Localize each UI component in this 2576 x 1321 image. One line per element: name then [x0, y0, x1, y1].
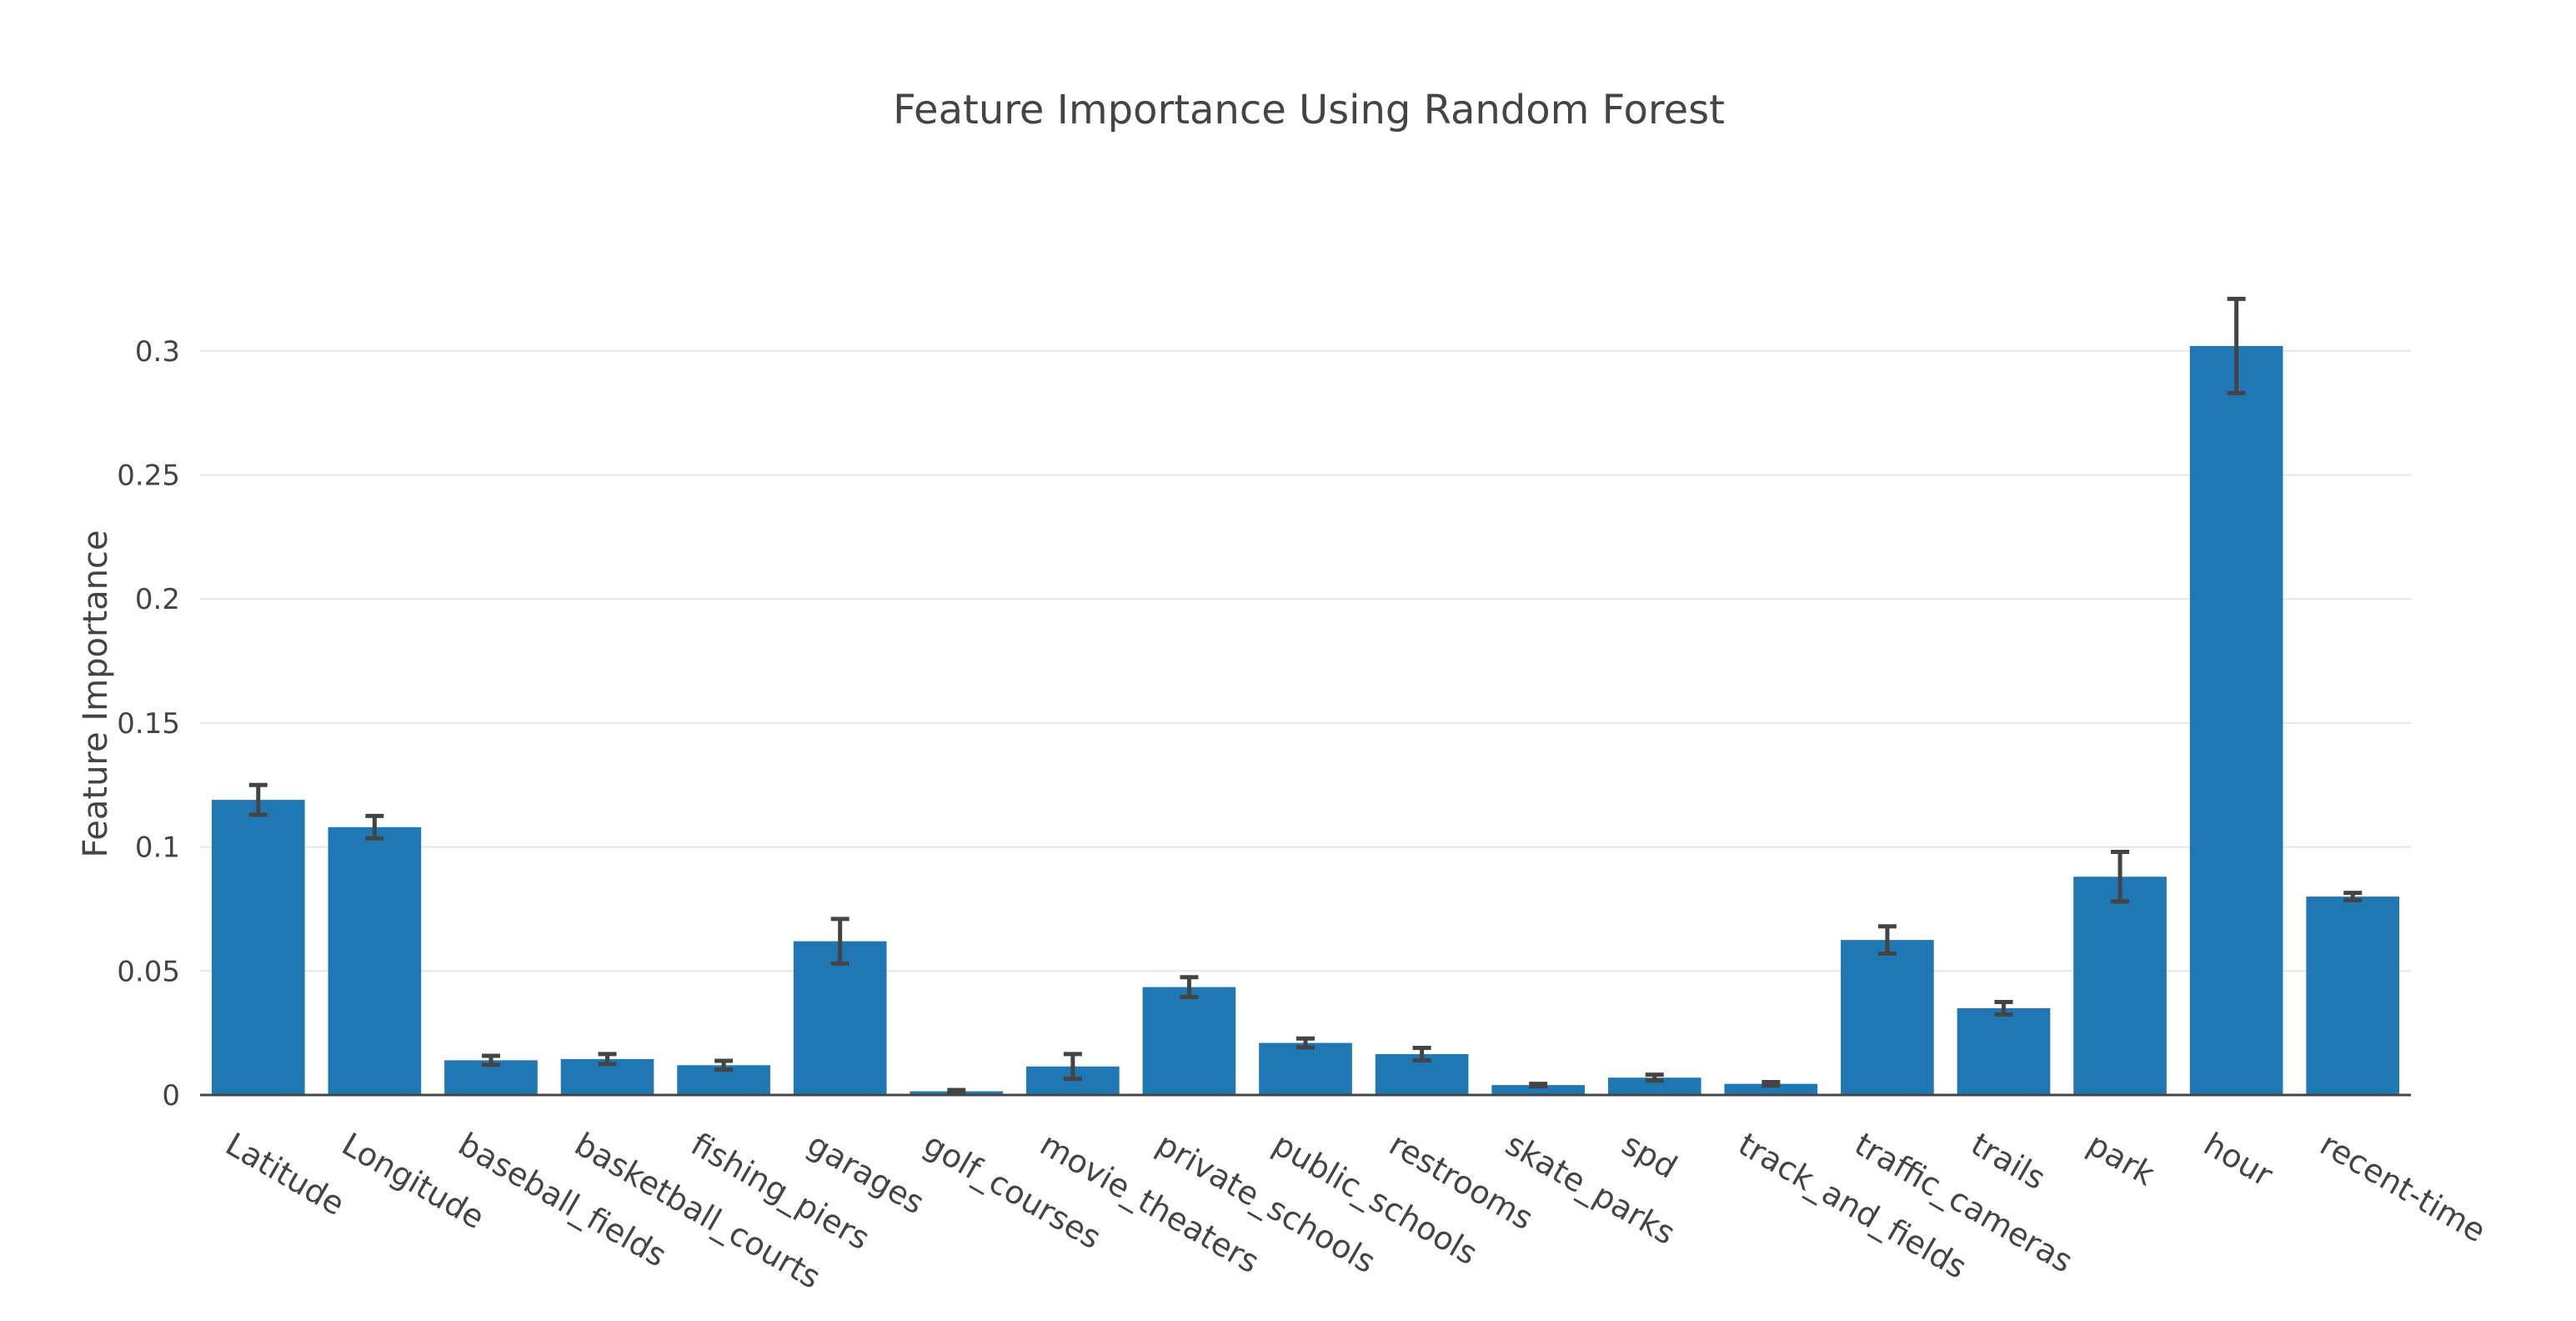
error-bar-basketball_courts — [598, 1052, 617, 1067]
bar-garages — [793, 941, 887, 1095]
x-tick-label: park — [2082, 1126, 2162, 1193]
bar-track_and_fields — [1724, 1083, 1818, 1095]
bar-traffic_cameras — [1841, 940, 1934, 1095]
y-tick-label: 0.2 — [135, 583, 180, 616]
error-bar-track_and_fields — [1762, 1080, 1781, 1088]
x-tick-label: trails — [1965, 1126, 2052, 1197]
bar-private_schools — [1142, 987, 1236, 1095]
error-bar-golf_courses — [947, 1087, 966, 1095]
x-tick-label: hour — [2198, 1126, 2279, 1194]
bar-spd — [1607, 1077, 1701, 1095]
error-bar-trails — [1994, 999, 2013, 1017]
error-bar-traffic_cameras — [1877, 924, 1897, 956]
x-tick-label: baseball_fields — [452, 1126, 672, 1274]
y-tick-label: 0.3 — [135, 335, 180, 369]
error-bars — [248, 296, 2363, 1095]
x-tick-label: recent-time — [2314, 1126, 2492, 1250]
bars — [211, 345, 2400, 1095]
error-bar-fishing_piers — [714, 1058, 734, 1072]
chart-title: Feature Importance Using Random Forest — [893, 87, 1725, 133]
error-bar-skate_parks — [1529, 1082, 1548, 1089]
bar-Longitude — [328, 826, 422, 1095]
error-bar-garages — [830, 917, 849, 966]
bar-recent-time — [2306, 897, 2400, 1095]
y-axis-title: Feature Importance — [77, 530, 115, 857]
error-bar-private_schools — [1180, 975, 1199, 1000]
error-bar-Latitude — [248, 782, 268, 817]
bar-skate_parks — [1491, 1085, 1585, 1095]
error-bar-Longitude — [365, 813, 384, 841]
y-tick-label: 0.15 — [117, 707, 180, 741]
x-tick-label: Latitude — [219, 1126, 350, 1223]
grid-lines — [200, 349, 2411, 972]
error-bar-hour — [2227, 296, 2246, 395]
bar-trails — [1957, 1007, 2051, 1095]
y-tick-label: 0 — [162, 1079, 180, 1113]
error-bar-public_schools — [1296, 1036, 1315, 1050]
error-bar-restrooms — [1412, 1045, 1431, 1062]
y-tick-label: 0.25 — [117, 460, 180, 493]
bar-park — [2073, 876, 2167, 1095]
error-bar-baseball_fields — [481, 1053, 500, 1067]
bar-public_schools — [1259, 1042, 1352, 1095]
error-bar-spd — [1645, 1072, 1664, 1083]
bar-Latitude — [211, 800, 305, 1095]
error-bar-recent-time — [2343, 891, 2363, 903]
error-bar-park — [2111, 850, 2130, 904]
x-tick-label: spd — [1616, 1126, 1683, 1186]
error-bar-movie_theaters — [1063, 1052, 1082, 1082]
y-axis: 0 0.05 0.1 0.15 0.2 0.25 0.3 — [117, 335, 180, 1113]
y-tick-label: 0.1 — [135, 831, 180, 865]
y-tick-label: 0.05 — [117, 955, 180, 988]
bar-hour — [2189, 345, 2283, 1095]
x-axis: LatitudeLongitudebaseball_fieldsbasketba… — [200, 1093, 2492, 1296]
